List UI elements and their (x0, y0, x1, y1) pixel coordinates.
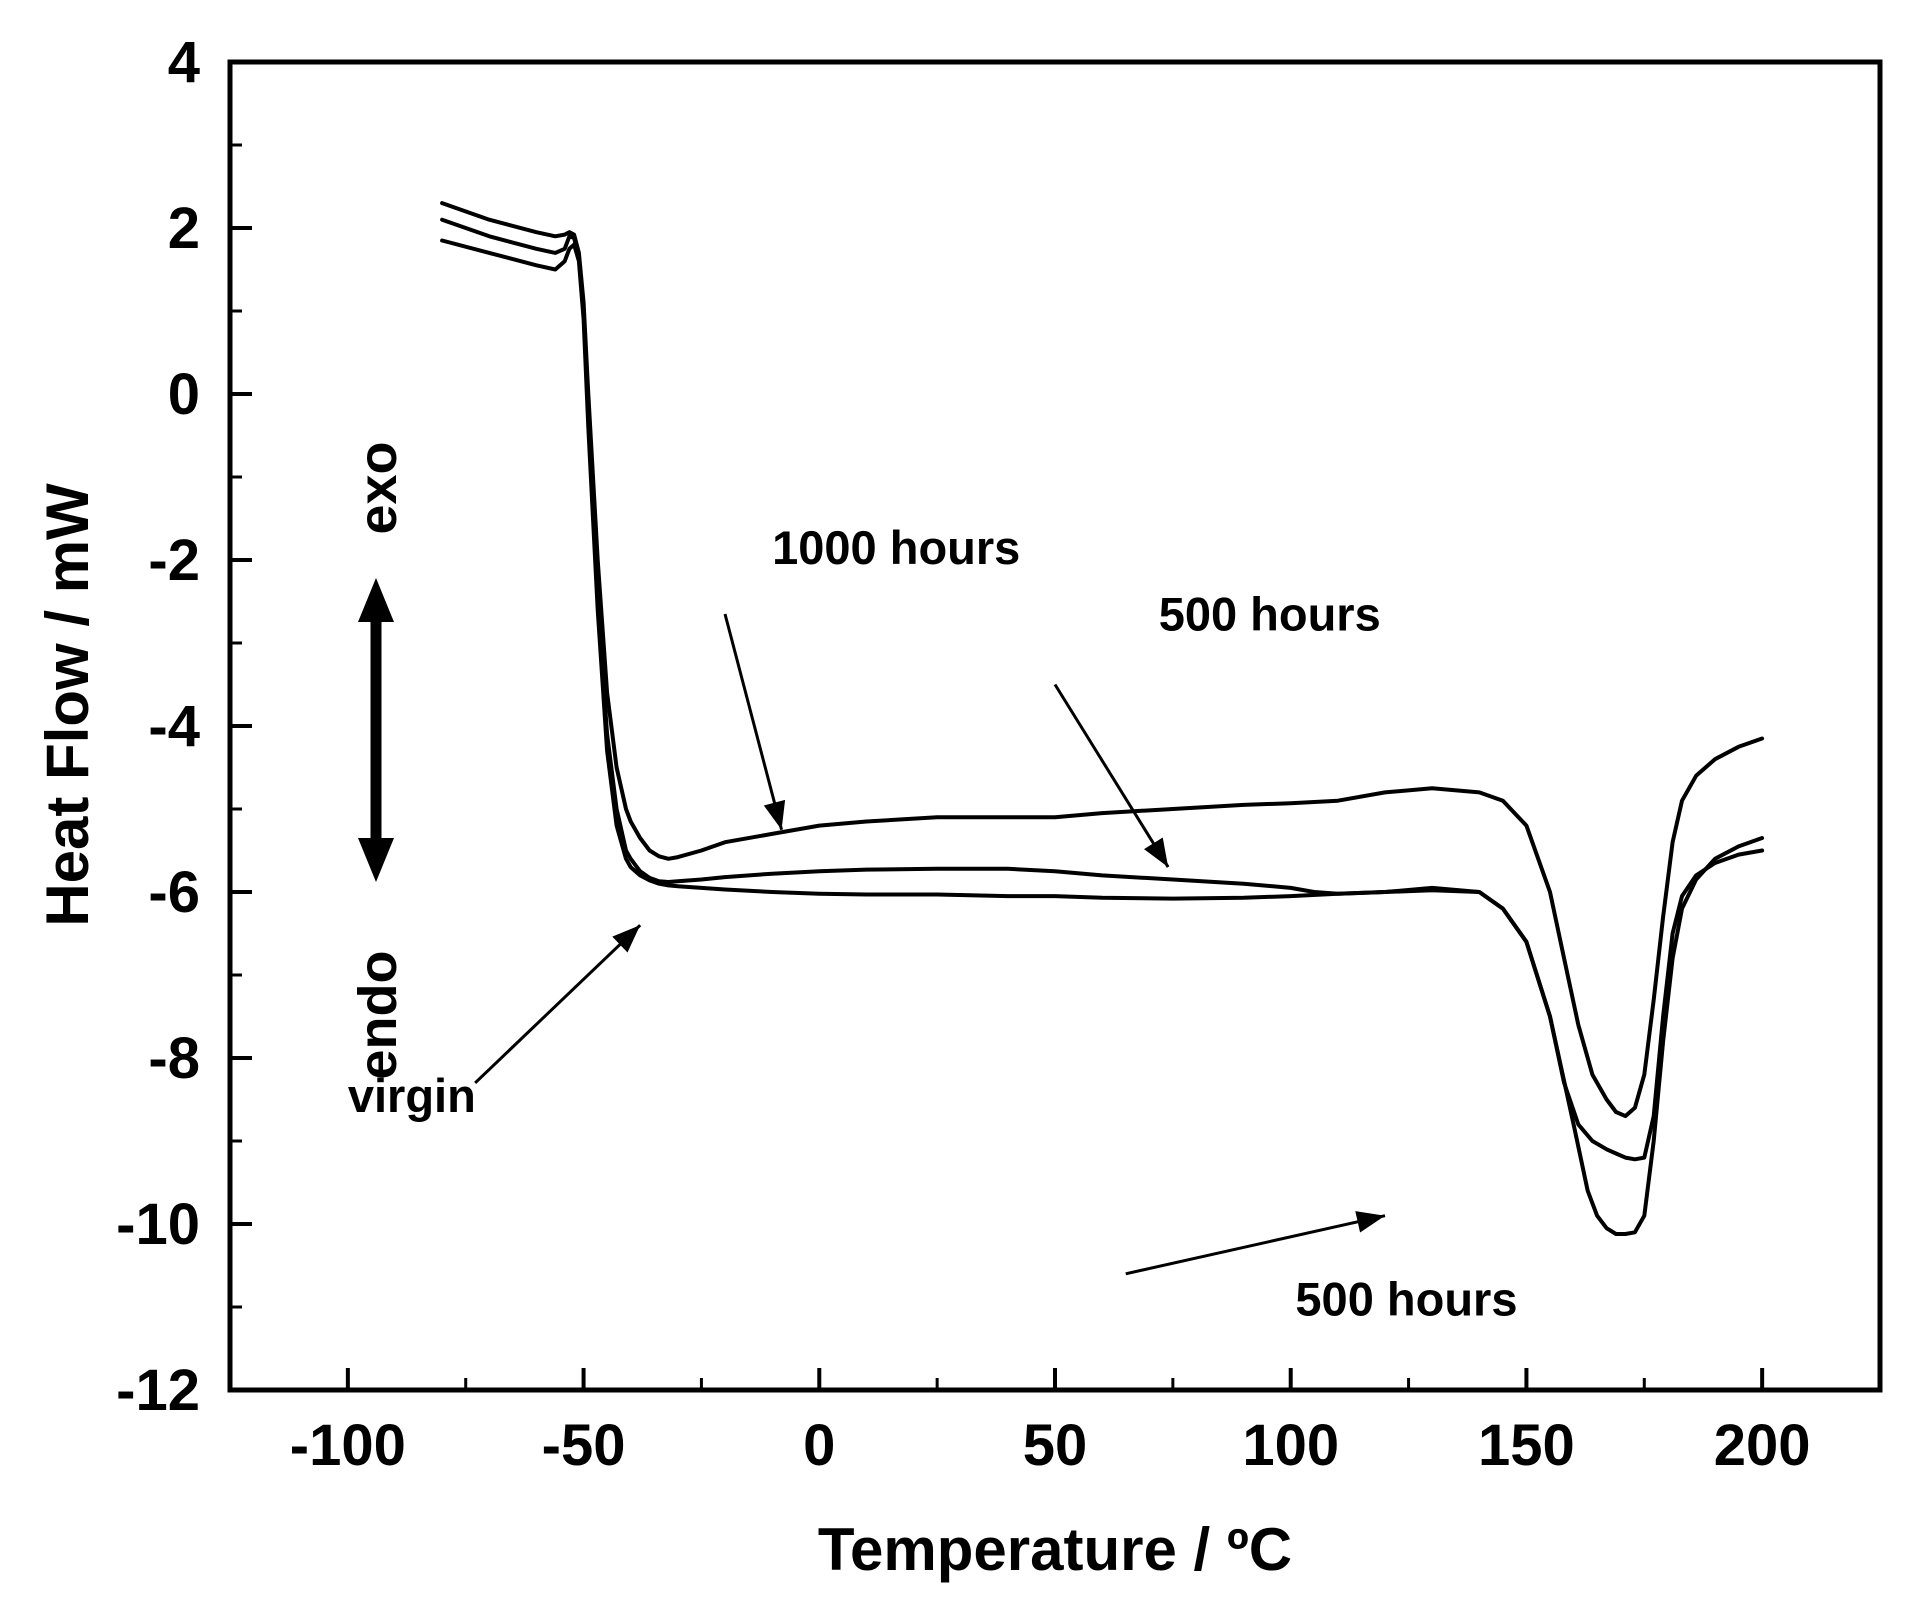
endo-arrow-head (358, 838, 394, 882)
annotation-arrow-head (612, 925, 641, 953)
plot-frame (227, 59, 1883, 1393)
series-lines (440, 201, 1765, 1236)
axis-labels: -100 -50 0 50 100 150 200 -12 -10 -8 -6 -4 -2 0 2 4 (116, 30, 1810, 1478)
annotation-label: 500 hours (1159, 588, 1381, 641)
y-tick-label: 0 (168, 362, 200, 427)
x-tick-label: 200 (1714, 1413, 1811, 1478)
annotation-label: 1000 hours (772, 521, 1020, 574)
annotation-arrow (723, 613, 784, 831)
exo-label: exo (348, 441, 408, 534)
y-tick-label: -2 (148, 528, 200, 593)
annotation-arrow (1053, 683, 1170, 868)
exo-arrow-head (358, 578, 394, 622)
annotation-arrow-head (763, 799, 786, 830)
annotation-arrow-head (1144, 837, 1169, 868)
y-axis-title: Heat Flow / mW (34, 483, 101, 927)
exo-endo-indicator: exo endo (348, 441, 408, 1079)
y-tick-label: 4 (168, 30, 200, 95)
annotations: 1000 hours 500 hours virgin 500 hours (348, 521, 1518, 1325)
y-tick-label: 2 (168, 196, 200, 261)
y-tick-label: -8 (148, 1026, 200, 1091)
x-tick-label: 150 (1478, 1413, 1575, 1478)
annotation-arrow (474, 924, 642, 1084)
y-tick-label: -6 (148, 860, 200, 925)
y-tick-label: -10 (116, 1192, 200, 1257)
annotation-label: 500 hours (1295, 1272, 1517, 1325)
series-line-virgin (440, 238, 1765, 1236)
x-axis-title: Temperature / ºC (818, 1516, 1292, 1583)
x-tick-label: 100 (1242, 1413, 1339, 1478)
x-tick-label: 50 (1023, 1413, 1088, 1478)
y-tick-label: -12 (116, 1358, 200, 1423)
endo-label: endo (348, 951, 408, 1080)
x-tick-label: -50 (542, 1413, 626, 1478)
x-tick-label: 0 (803, 1413, 835, 1478)
annotation-arrow (1125, 1214, 1386, 1276)
y-tick-label: -4 (148, 694, 200, 759)
annotation-arrow-head (1355, 1211, 1385, 1233)
annotation-label: virgin (348, 1069, 476, 1122)
x-tick-label: -100 (290, 1413, 406, 1478)
